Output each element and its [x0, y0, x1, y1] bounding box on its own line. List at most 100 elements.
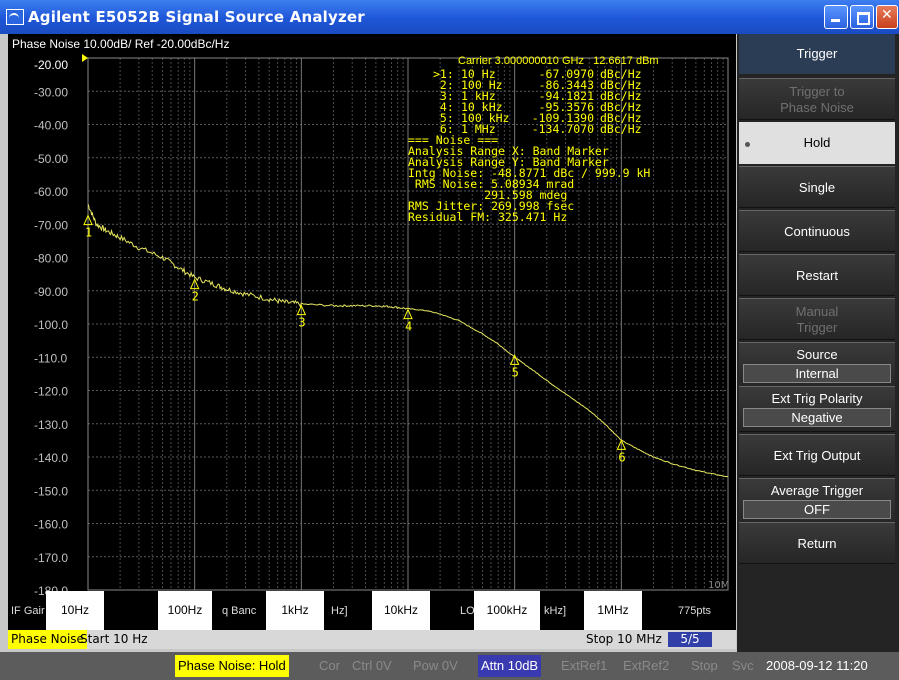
marker-id: 5: — [433, 111, 454, 125]
freq-label: 100Hz — [158, 591, 212, 630]
y-tick-label: -130.0 — [34, 418, 68, 432]
marker-value: -94.1821 — [538, 89, 594, 103]
source-label: Source — [796, 347, 838, 362]
marker-label: 4 — [405, 320, 412, 334]
marker-row: >1: 10 Hz -67.0970 dBc/Hz — [433, 67, 642, 81]
marker-freq: 1 MHz — [461, 122, 496, 136]
softkey-ext-trig-output[interactable]: Ext Trig Output — [739, 434, 895, 476]
average-trigger-label: Average Trigger — [770, 483, 864, 498]
marker-triangle-icon — [189, 278, 200, 290]
extref1-status: ExtRef1 — [561, 658, 608, 673]
marker-label: 3 — [298, 316, 305, 330]
y-tick-label: -40.00 — [34, 119, 68, 133]
hz-label: Hz] — [331, 605, 348, 617]
mode-status: Phase Noise: Hold — [175, 655, 289, 677]
noise-summary-line: Analysis Range X: Band Marker — [408, 144, 609, 158]
y-tick-label: -60.00 — [34, 185, 68, 199]
extref2-status: ExtRef2 — [623, 658, 670, 673]
pow-status: Pow 0V — [413, 658, 458, 673]
noise-summary-line: RMS Jitter: 269.998 fsec — [408, 199, 575, 213]
chart-title: Phase Noise 10.00dB/ Ref -20.00dBc/Hz — [12, 37, 230, 51]
marker-value: -67.0970 — [538, 67, 594, 81]
y-tick-label: -50.00 — [34, 152, 68, 166]
y-tick-label: -30.00 — [34, 85, 68, 99]
marker-label: 1 — [85, 226, 92, 240]
phase-noise-chart: -30.00 -40.00 -50.00 -60.00 -70.00 -80.00 -90.… — [34, 54, 729, 598]
marker-triangle-icon — [296, 304, 307, 316]
attn-status: Attn 10dB — [478, 655, 542, 677]
maximize-button[interactable] — [850, 5, 874, 29]
softkey-ext-trig-polarity[interactable]: Ext Trig Polarity Negative — [739, 386, 895, 432]
window-title: Agilent E5052B Signal Source Analyzer — [28, 8, 365, 26]
softkey-return[interactable]: Return — [739, 522, 895, 564]
y-tick-label: -170.0 — [34, 551, 68, 565]
carrier-freq: Carrier 3.000000010 GHz — [458, 55, 584, 67]
lo-label: LO — [460, 605, 475, 617]
freq-label: 10Hz — [46, 591, 104, 630]
y-tick-label: -80.00 — [34, 252, 68, 266]
marker-unit: dBc/Hz — [600, 89, 642, 103]
ref-value: -20.00 — [34, 58, 69, 72]
marker-value: -109.1390 — [531, 111, 594, 125]
noise-summary-line: 291.598 mdeg — [408, 188, 568, 202]
softkey-single[interactable]: Single — [739, 166, 895, 208]
y-tick-label: -110.0 — [34, 351, 67, 365]
marker-row: 3: 1 kHz -94.1821 dBc/Hz — [433, 89, 642, 103]
softkey-continuous[interactable]: Continuous — [739, 210, 895, 252]
trace-indicator: 5/5 — [668, 632, 712, 647]
ext-trig-polarity-label: Ext Trig Polarity — [771, 391, 863, 406]
marker-freq: 10 kHz — [461, 100, 503, 114]
source-value: Internal — [743, 364, 891, 383]
softkey-source[interactable]: Source Internal — [739, 342, 895, 388]
marker-row: 6: 1 MHz -134.7070 dBc/Hz — [433, 122, 642, 136]
freq-label: 100kHz — [474, 591, 540, 630]
stop-status: Stop — [691, 658, 718, 673]
noise-summary-line: Analysis Range Y: Band Marker — [408, 155, 609, 169]
y-tick-label: -150.0 — [34, 484, 68, 498]
datetime: 2008-09-12 11:20 — [766, 658, 868, 673]
marker-triangle-icon — [616, 439, 627, 450]
band-label: q Banc — [222, 605, 257, 617]
y-tick-label: -90.00 — [34, 285, 68, 299]
marker-label: 6 — [618, 450, 625, 464]
noise-summary-line: Intg Noise: -48.8771 dBc / 999.9 kH — [408, 166, 651, 180]
freq-label: 1MHz — [584, 591, 642, 630]
marker-unit: dBc/Hz — [600, 67, 642, 81]
softkey-average-trigger[interactable]: Average Trigger OFF — [739, 478, 895, 524]
softkey-hold[interactable]: Hold — [739, 122, 895, 164]
points-label: 775pts — [678, 605, 712, 617]
carrier-power: 12.6617 dBm — [593, 55, 659, 67]
start-freq: Start 10 Hz — [80, 632, 148, 646]
minimize-button[interactable] — [824, 5, 848, 29]
ext-trig-polarity-value: Negative — [743, 408, 891, 427]
marker-triangle-icon — [83, 214, 93, 226]
marker-id: >1: — [433, 67, 454, 81]
svc-status: Svc — [732, 658, 754, 673]
noise-summary-line: === Noise === — [408, 133, 499, 147]
average-trigger-value: OFF — [743, 500, 891, 519]
softkey-restart[interactable]: Restart — [739, 254, 895, 296]
marker-unit: dBc/Hz — [600, 78, 642, 92]
marker-row: 4: 10 kHz -95.3576 dBc/Hz — [433, 100, 642, 114]
marker-freq: 100 kHz — [461, 111, 510, 125]
x-right-label: 10M — [708, 580, 730, 591]
marker-value: -134.7070 — [531, 122, 594, 136]
if-gain-label: IF Gair — [11, 605, 45, 617]
noise-summary-line: Residual FM: 325.471 Hz — [408, 210, 568, 224]
title-bar: Agilent E5052B Signal Source Analyzer — [0, 0, 899, 34]
y-tick-label: -70.00 — [34, 218, 68, 232]
marker-triangle-icon — [403, 308, 413, 320]
marker-unit: dBc/Hz — [600, 111, 642, 125]
marker-id: 6: — [433, 122, 454, 136]
marker-unit: dBc/Hz — [600, 100, 642, 114]
channel-name[interactable]: Phase Noise — [8, 630, 87, 649]
close-button[interactable] — [876, 5, 898, 29]
plot-frame — [87, 57, 729, 591]
softkey-trigger-to[interactable]: Trigger to Phase Noise — [739, 78, 895, 120]
marker-triangle-icon — [509, 354, 520, 365]
softkey-panel: Trigger Trigger to Phase Noise Hold Sing… — [737, 34, 899, 652]
softkey-manual-trigger[interactable]: Manual Trigger — [739, 298, 895, 340]
app-icon — [6, 9, 24, 25]
marker-freq: 10 Hz — [461, 67, 496, 81]
freq-label: 1kHz — [266, 591, 324, 630]
